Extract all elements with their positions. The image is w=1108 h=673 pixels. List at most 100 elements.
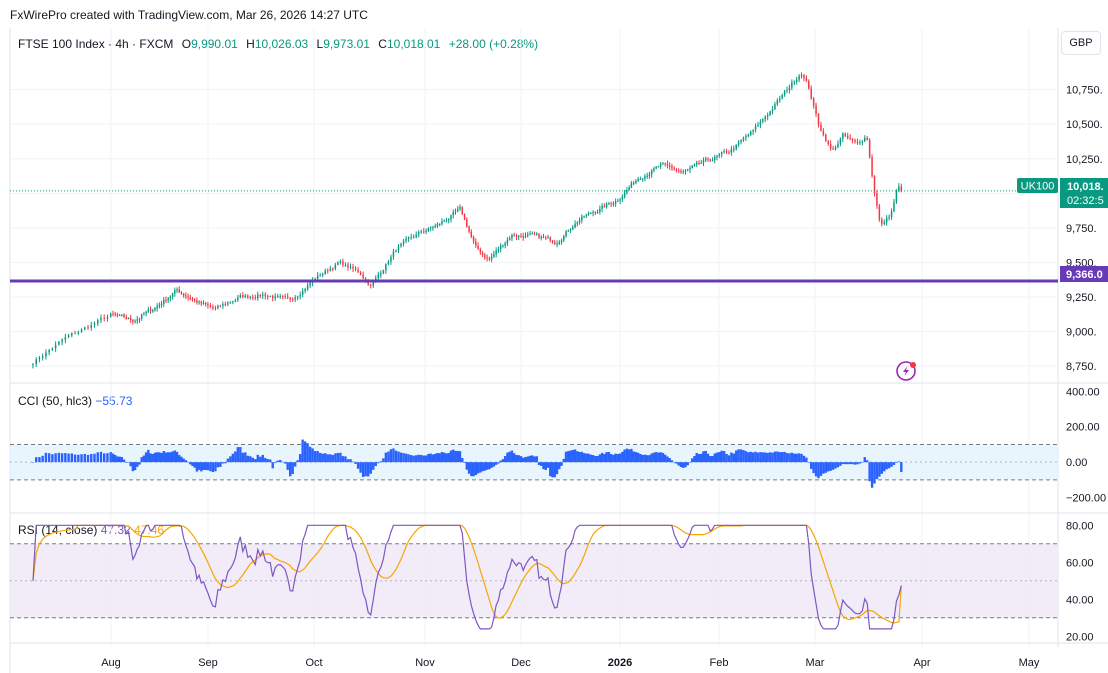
candle-body [742,137,745,141]
candle-body [646,175,648,177]
candle-body [834,147,837,150]
time-axis-label: Feb [710,657,729,669]
candle-body [74,333,76,335]
cci-bar [657,452,660,463]
cci-bar [718,452,721,463]
cci-bar [824,462,828,473]
cci-bar [497,462,500,464]
candle-body [745,136,747,138]
cci-bar [634,452,638,463]
candle-body [842,133,844,139]
cci-bar [573,449,577,463]
cci-bar [321,453,324,463]
cci-bar [456,450,459,463]
candle-body [289,297,291,300]
candle-body [511,234,513,239]
candle-body [344,264,347,266]
candle-body [740,140,742,143]
candle-body [666,163,669,166]
cci-bar [144,452,148,463]
cci-bar [800,453,803,463]
cci-bar [303,441,307,463]
cci-bar [814,462,818,477]
cci-bar [706,453,710,463]
cci-bar [64,453,67,463]
cci-bar [387,451,390,463]
candle-body [617,200,619,202]
cci-bar [481,462,484,472]
candle-body [41,356,44,358]
cci-legend[interactable]: CCI (50, hlc3) −55.73 [18,394,132,408]
lightning-icon[interactable] [896,361,916,381]
cci-bar [461,457,464,463]
cci-bar [853,462,857,465]
close-label: C [378,37,387,51]
candle-body [545,237,547,239]
candle-body [354,268,357,270]
candle-body [252,296,254,298]
cci-bar [632,451,635,463]
cci-bar [44,452,48,463]
cci-bar [856,462,859,465]
candle-body [608,203,610,205]
cci-bar [86,454,90,463]
currency-button[interactable]: GBP [1061,31,1101,55]
candle-body [463,214,466,220]
candle-body [859,142,861,144]
cci-bar [372,462,375,470]
symbol-title[interactable]: FTSE 100 Index · 4h · FXCM [18,37,174,51]
cci-bar [389,449,393,463]
cci-axis-label: 0.00 [1066,457,1087,469]
cci-bar [279,459,282,463]
cci-bar [549,462,552,477]
cci-bar [551,462,554,478]
cci-bar [749,451,752,463]
candle-body [711,159,714,161]
candle-body [630,183,633,188]
candle-body [380,273,382,275]
candle-body [774,104,776,110]
cci-bar [684,462,687,468]
cci-bar [422,455,425,463]
rsi-line [32,524,902,630]
cci-bar [727,455,731,463]
candle-body [668,165,671,167]
cci-bar [397,451,400,463]
candle-body [407,237,410,239]
rsi-axis-label: 20.00 [1066,631,1094,643]
cci-bar [186,461,190,463]
cci-bar [819,462,823,476]
candle-body [605,203,608,207]
candle-body [810,88,812,99]
candle-body [805,78,808,81]
cci-bar [129,462,132,467]
candle-body [244,295,247,298]
cci-bar [503,456,507,463]
cci-bar [594,455,597,463]
candle-body [737,142,740,145]
cci-bar [443,452,446,463]
cci-bar [766,452,769,463]
cci-bar [587,453,590,463]
cci-bar [802,455,806,463]
cci-axis-label: 200.00 [1066,422,1100,434]
cci-histogram [31,439,903,488]
cci-bar [474,462,478,476]
candle-body [881,219,883,224]
candle-body [35,359,37,364]
candle-body [673,168,675,170]
candle-body [520,235,522,237]
cci-bar [424,455,428,463]
cci-bar [407,454,410,463]
candle-body [395,250,397,252]
cci-bar [686,462,689,466]
candle-body [212,306,214,309]
candle-body [58,341,60,345]
candle-body [759,121,762,125]
candle-body [536,233,538,235]
cci-bar [839,462,842,466]
candle-body [623,192,626,197]
candle-body [447,219,450,221]
cci-bar [344,456,347,463]
